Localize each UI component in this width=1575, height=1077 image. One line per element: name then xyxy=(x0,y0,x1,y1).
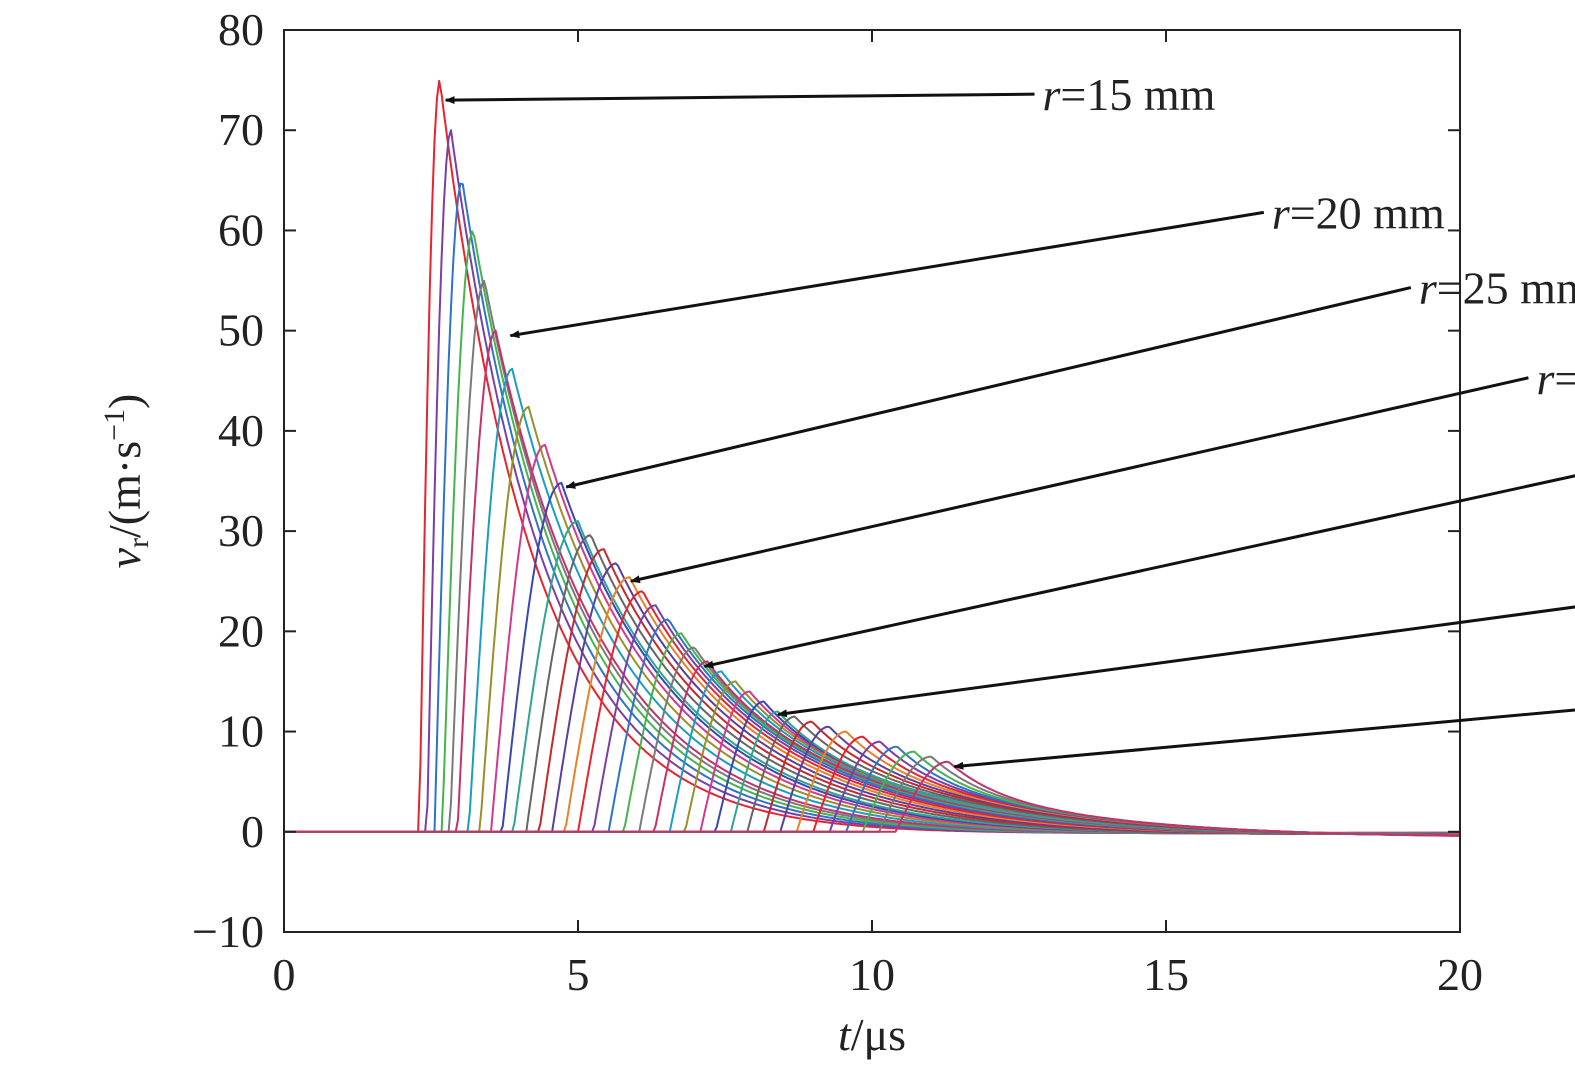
y-axis-label: vr/(m·s−1) xyxy=(98,394,155,569)
annotation-label: r=25 mm xyxy=(1419,263,1575,314)
y-tick-label: 70 xyxy=(218,104,264,155)
annotation-value: =25 mm xyxy=(1437,263,1575,314)
x-tick-label: 10 xyxy=(849,949,895,1000)
y-axis-superscript: −1 xyxy=(98,409,131,441)
y-tick-label: 0 xyxy=(241,806,264,857)
y-axis-close: ) xyxy=(99,394,150,409)
x-tick-label: 15 xyxy=(1143,949,1189,1000)
annotation-arrow xyxy=(776,605,1575,718)
annotation-arrow xyxy=(509,210,1265,339)
annotation-value: =20 mm xyxy=(1290,187,1445,238)
y-axis-subscript: r xyxy=(122,538,155,548)
x-tick-label: 20 xyxy=(1437,949,1483,1000)
annotation-layer: r=15 mmr=20 mmr=25 mmr=30 mmr=35 mmr=40 … xyxy=(444,69,1575,770)
y-axis-unit: /(m·s xyxy=(99,441,150,538)
y-tick-label: 20 xyxy=(218,605,264,656)
x-tick-label: 5 xyxy=(567,949,590,1000)
y-tick-label: 10 xyxy=(218,706,264,757)
annotation-arrow xyxy=(953,708,1575,770)
velocity-curve xyxy=(284,618,1460,836)
labels-layer: t/μs vr/(m·s−1) xyxy=(98,394,906,1060)
velocity-curve xyxy=(284,230,1460,835)
annotation-arrow xyxy=(444,92,1035,105)
velocity-curve xyxy=(284,760,1460,837)
y-tick-label: 30 xyxy=(218,505,264,556)
annotation-label: r=30 mm xyxy=(1536,353,1575,404)
annotation-arrow xyxy=(565,286,1412,489)
y-tick-label: 50 xyxy=(218,305,264,356)
velocity-curve xyxy=(284,576,1460,836)
annotation-arrow xyxy=(703,474,1575,669)
y-tick-label: 40 xyxy=(218,405,264,456)
y-tick-label: 80 xyxy=(218,4,264,55)
annotation-var: r xyxy=(1272,187,1291,238)
x-tick-label: 0 xyxy=(273,949,296,1000)
annotation-label: r=15 mm xyxy=(1043,69,1216,120)
annotation-var: r xyxy=(1419,263,1438,314)
annotation-arrow xyxy=(629,376,1529,584)
annotation-value: =30 mm xyxy=(1554,353,1575,404)
annotation-value: =15 mm xyxy=(1060,69,1215,120)
y-axis-var: v xyxy=(99,547,150,568)
curves-layer xyxy=(284,79,1461,837)
x-axis-var: t xyxy=(838,1009,852,1060)
annotation-label: r=20 mm xyxy=(1272,187,1445,238)
annotation-var: r xyxy=(1043,69,1062,120)
x-axis-unit: /μs xyxy=(851,1009,906,1060)
velocity-curve xyxy=(284,562,1460,836)
annotation-var: r xyxy=(1536,353,1555,404)
y-tick-label: 60 xyxy=(218,204,264,255)
x-axis-label: t/μs xyxy=(838,1009,906,1060)
y-tick-label: −10 xyxy=(192,906,264,957)
